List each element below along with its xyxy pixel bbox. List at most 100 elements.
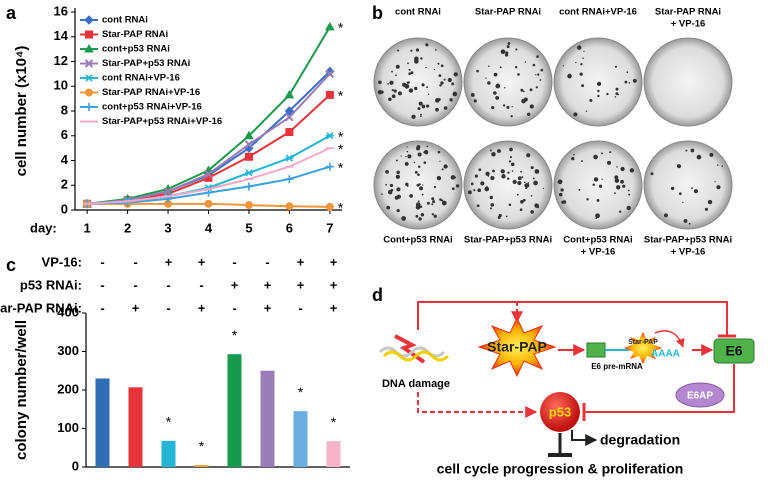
colony: [510, 115, 513, 118]
colony: [497, 149, 501, 153]
condition-sign: -: [133, 254, 137, 269]
colony: [417, 165, 421, 168]
e6ap: [675, 382, 725, 408]
colony: [406, 146, 408, 148]
condition-sign: +: [198, 300, 206, 315]
colony: [696, 154, 702, 160]
colony: [477, 188, 482, 193]
panel-label: a: [6, 3, 17, 23]
colony: [597, 89, 600, 93]
colony: [467, 190, 472, 195]
colony: [589, 98, 593, 102]
colony: [526, 153, 531, 158]
colony: [505, 51, 509, 55]
colony: [606, 160, 612, 165]
colony: [601, 178, 603, 180]
colony: [386, 205, 391, 210]
colony: [478, 168, 482, 172]
colony: [542, 187, 545, 190]
colony: [520, 170, 522, 173]
colony: [526, 112, 531, 117]
colony: [693, 189, 699, 194]
colony: [395, 74, 397, 77]
colony: [506, 177, 510, 180]
significance: *: [338, 88, 344, 104]
colony: [557, 182, 559, 184]
colony: [410, 49, 413, 52]
colony: [389, 183, 393, 188]
colony: [434, 49, 437, 51]
point: [284, 89, 295, 99]
colony: [577, 45, 582, 50]
significance: *: [298, 384, 304, 400]
diagram: DNA damage Star-PAP Star-PAP E6 pre-mRNA…: [378, 301, 755, 477]
y-tick-label: 4: [61, 152, 69, 167]
colony: [536, 55, 539, 58]
condition-sign: -: [100, 277, 104, 292]
colony: [650, 172, 654, 176]
colony: [417, 107, 421, 111]
colony: [428, 93, 430, 95]
dna: [382, 350, 450, 362]
colony: [532, 177, 535, 180]
colony: [491, 152, 496, 157]
x-tick-label: 3: [164, 220, 171, 235]
colony: [626, 71, 629, 74]
colony: [438, 98, 441, 101]
colony: [441, 168, 444, 171]
colony: [473, 189, 476, 192]
significance: *: [232, 327, 238, 343]
colony: [682, 201, 684, 204]
colony: [581, 84, 585, 88]
colony: [683, 218, 688, 223]
colony: [561, 200, 565, 204]
y-tick-label: 10: [54, 78, 68, 93]
colony: [628, 193, 631, 196]
colony: [557, 179, 563, 185]
colony: [420, 57, 423, 60]
colony: [609, 151, 612, 154]
bar: [227, 354, 242, 467]
colony: [453, 72, 458, 77]
colony: [533, 180, 538, 186]
colony: [492, 169, 495, 173]
colony: [511, 170, 514, 172]
colony: [414, 56, 419, 62]
point: [325, 90, 334, 99]
colony: [524, 183, 530, 188]
colony: [408, 68, 411, 71]
colony: [530, 195, 533, 197]
colony: [582, 57, 584, 60]
colony: [511, 105, 513, 108]
colony: [583, 50, 585, 53]
colony: [391, 89, 394, 92]
colony: [586, 198, 589, 201]
colony: [537, 73, 540, 76]
colony: [408, 72, 411, 76]
colony: [521, 98, 526, 104]
point: [325, 202, 334, 211]
colony: [585, 110, 588, 112]
colony: [395, 174, 400, 179]
point: [244, 201, 253, 210]
point: [325, 132, 334, 140]
colony: [397, 49, 400, 52]
legend-label: cont+p53 RNAi: [102, 44, 170, 55]
colony: [417, 173, 420, 176]
colony: [385, 170, 389, 174]
colony: [421, 193, 424, 196]
colony: [507, 42, 511, 45]
colony: [485, 171, 490, 176]
colony: [493, 91, 497, 95]
p53-node: [540, 392, 580, 432]
image-caption: Star-PAP+p53 RNAi: [644, 235, 732, 246]
e6-box: [713, 338, 755, 364]
colony: [417, 152, 422, 157]
node-label: E6: [725, 343, 742, 359]
condition-sign: +: [330, 300, 338, 315]
condition-sign: +: [264, 300, 272, 315]
colony: [620, 166, 625, 172]
colony: [407, 154, 412, 159]
colony: [426, 86, 429, 89]
y-tick-label: 14: [54, 28, 69, 43]
